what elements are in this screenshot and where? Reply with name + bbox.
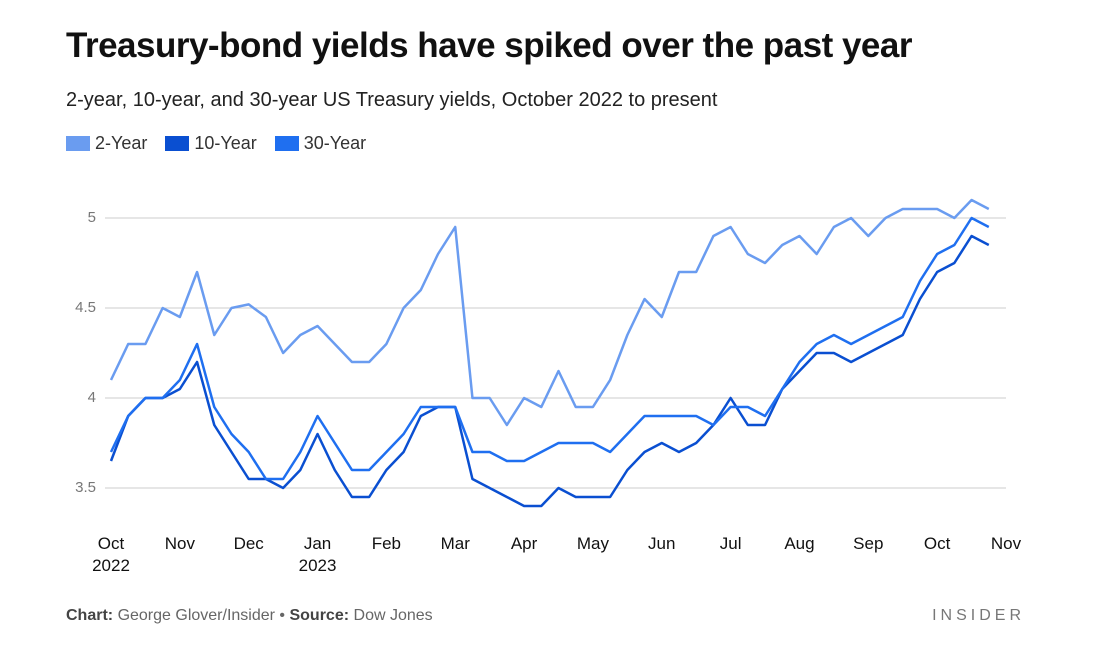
y-tick-label: 4 bbox=[88, 389, 96, 406]
x-tick-label: Sep bbox=[853, 534, 884, 553]
source: Dow Jones bbox=[353, 607, 433, 624]
y-tick-label: 3.5 bbox=[75, 479, 96, 496]
x-tick-label: Oct bbox=[923, 534, 951, 553]
x-tick-label: Apr bbox=[510, 534, 538, 553]
legend-item: 10-Year bbox=[165, 133, 257, 154]
brand: INSIDER bbox=[932, 607, 1025, 624]
x-tick-label: Dec bbox=[233, 534, 264, 553]
legend-label: 2-Year bbox=[95, 133, 148, 153]
x-tick-label: Jun bbox=[648, 534, 676, 553]
legend-label: 30-Year bbox=[303, 133, 367, 153]
x-tick-label: Nov bbox=[164, 534, 195, 553]
legend-swatch bbox=[165, 136, 190, 151]
x-tick-label: Nov bbox=[990, 534, 1022, 553]
x-tick-label: Jul bbox=[719, 534, 742, 553]
series-line bbox=[109, 198, 990, 427]
x-tick-label: Oct 2022 bbox=[92, 534, 130, 575]
legend-label: 10-Year bbox=[194, 133, 257, 153]
footer-label: Source: bbox=[289, 607, 350, 624]
footer-label: Chart: bbox=[66, 607, 114, 624]
separator: • bbox=[279, 607, 286, 624]
x-tick-label: Mar bbox=[440, 534, 470, 553]
legend-item: 2-Year bbox=[66, 133, 147, 154]
x-tick-label: Feb bbox=[371, 534, 402, 553]
series-line bbox=[109, 234, 990, 508]
x-tick-label: May bbox=[576, 534, 609, 553]
chart-title: Treasury-bond yields have spiked over th… bbox=[66, 26, 912, 65]
legend-swatch bbox=[274, 136, 299, 151]
legend-item: 30-Year bbox=[274, 133, 367, 154]
footer: Chart: George Glover/Insider • Source: D… bbox=[66, 607, 433, 625]
x-tick-label: Jan 2023 bbox=[298, 534, 337, 575]
series-line bbox=[109, 216, 990, 481]
y-tick-label: 5 bbox=[88, 209, 96, 226]
chart-subtitle: 2-year, 10-year, and 30-year US Treasury… bbox=[66, 89, 718, 111]
y-tick-label: 4.5 bbox=[75, 299, 96, 316]
x-tick-label: Aug bbox=[784, 534, 815, 553]
credit: George Glover/Insider bbox=[117, 607, 275, 624]
legend: 2-Year 10-Year 30-Year bbox=[66, 133, 366, 154]
legend-swatch bbox=[66, 136, 90, 151]
